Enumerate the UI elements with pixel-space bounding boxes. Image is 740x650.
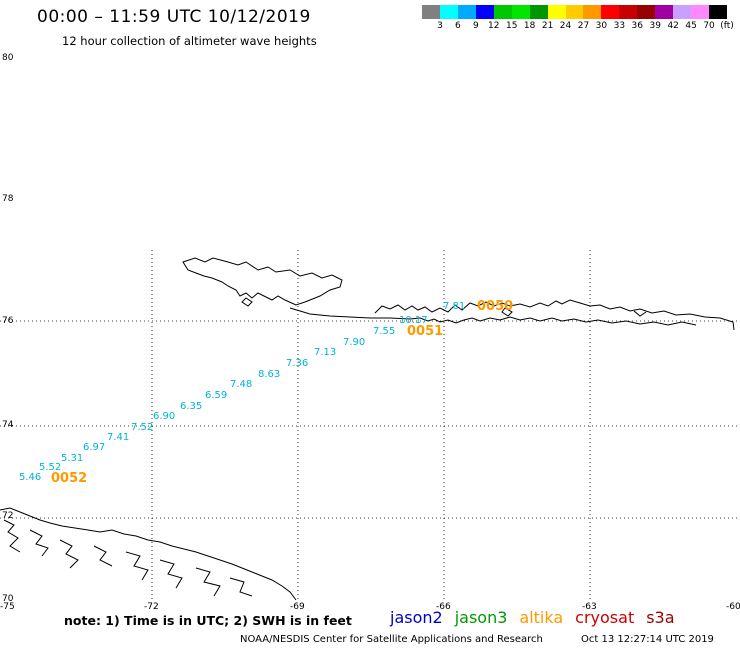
swh-label: 6.59	[205, 390, 227, 401]
time-label: 0050	[477, 299, 513, 314]
lat-label-74: 74	[2, 420, 14, 430]
legend-altika: altika	[519, 608, 564, 627]
page-title: 00:00 – 11:59 UTC 10/12/2019	[37, 7, 311, 27]
swh-label: 7.90	[343, 337, 365, 348]
lat-label-76: 76	[2, 316, 14, 326]
page-subtitle: 12 hour collection of altimeter wave hei…	[62, 34, 317, 48]
colorbar-label: 45	[685, 21, 697, 31]
swh-label: 6.97	[83, 442, 105, 453]
swh-label: 6.90	[153, 411, 175, 422]
colorbar-label: 12	[488, 21, 500, 31]
time-label: 0051	[407, 324, 443, 339]
wave-height-colorbar	[422, 5, 727, 19]
swh-label: 7.52	[131, 422, 153, 433]
colorbar-label: 21	[541, 21, 554, 31]
coastline-greenland	[182, 257, 735, 331]
colorbar-swatch	[583, 5, 602, 19]
swh-label: 5.46	[19, 472, 41, 483]
colorbar-swatch	[673, 5, 692, 19]
colorbar-swatch	[422, 5, 440, 19]
colorbar-swatch	[493, 5, 512, 19]
colorbar-label: 36	[631, 21, 644, 31]
colorbar-swatch	[529, 5, 548, 19]
colorbar-label: 24	[559, 21, 572, 31]
lat-label-72: 72	[2, 511, 13, 521]
swh-label: 5.52	[39, 462, 61, 473]
swh-label: 5.31	[61, 453, 83, 464]
colorbar-swatch	[547, 5, 566, 19]
lat-label-78: 78	[2, 194, 14, 204]
coastline-baffin	[0, 507, 297, 601]
colorbar-swatch	[691, 5, 709, 19]
legend-s3a: s3a	[646, 608, 675, 627]
colorbar-label: 18	[523, 21, 536, 31]
colorbar-swatch	[709, 5, 727, 19]
lon-label-72: -72	[144, 602, 159, 612]
colorbar-swatch	[601, 5, 620, 19]
legend-jason2: jason2	[390, 608, 443, 627]
lon-label-63: -63	[582, 602, 597, 612]
swh-label: 7.36	[286, 358, 308, 369]
colorbar-labels: 3 6 9 12 15 18 21 24 27 30 33 36 39 42 45 70 (ft)	[422, 21, 740, 33]
footer-note: note: 1) Time is in UTC; 2) SWH is in fe…	[64, 613, 352, 628]
credit-text: NOAA/NESDIS Center for Satellite Applica…	[240, 634, 543, 645]
colorbar-label: 15	[505, 21, 518, 31]
colorbar-label: 39	[649, 21, 661, 31]
swh-track: 5.46 5.52 5.31 6.97 7.41 7.52 6.90 6.35 …	[19, 301, 465, 483]
colorbar-swatch	[565, 5, 584, 19]
colorbar-label: 30	[595, 21, 608, 31]
swh-label: 7.81	[443, 301, 465, 312]
credit-date: Oct 13 12:27:14 UTC 2019	[581, 634, 714, 645]
colorbar-label: 9	[472, 21, 479, 31]
colorbar-label: 6	[455, 21, 461, 31]
colorbar-label: (ft)	[720, 21, 734, 31]
colorbar-label: 27	[577, 21, 590, 31]
swh-label: 10.17	[399, 315, 428, 326]
legend-cryosat: cryosat	[575, 608, 635, 627]
swh-label: 8.63	[258, 369, 280, 380]
colorbar-label: 70	[703, 21, 715, 31]
lon-label-69: -69	[290, 602, 305, 612]
lon-label-60: -60	[726, 602, 740, 612]
colorbar-swatch	[637, 5, 656, 19]
lat-label-70: 70	[2, 594, 14, 604]
swh-label: 7.13	[314, 347, 336, 358]
lon-label-75: -75	[0, 602, 15, 612]
time-label: 0052	[51, 471, 87, 486]
swh-label: 7.48	[230, 379, 252, 390]
lon-label-66: -66	[436, 602, 451, 612]
colorbar-swatch	[475, 5, 494, 19]
swh-label: 7.55	[373, 326, 395, 337]
legend-jason3: jason3	[454, 608, 508, 627]
colorbar-swatch	[439, 5, 458, 19]
graticule	[0, 250, 740, 600]
swh-label: 6.35	[180, 401, 202, 412]
lat-label-80: 80	[2, 53, 14, 63]
swh-label: 7.41	[107, 432, 129, 443]
colorbar-label: 3	[437, 21, 443, 31]
colorbar-swatch	[619, 5, 638, 19]
colorbar-label: 42	[667, 21, 679, 31]
colorbar-label: 33	[613, 21, 626, 31]
satellite-legend: jason2 jason3 altika cryosat s3a	[390, 608, 675, 627]
colorbar-swatch	[655, 5, 674, 19]
colorbar-swatch	[511, 5, 530, 19]
colorbar-swatch	[457, 5, 476, 19]
